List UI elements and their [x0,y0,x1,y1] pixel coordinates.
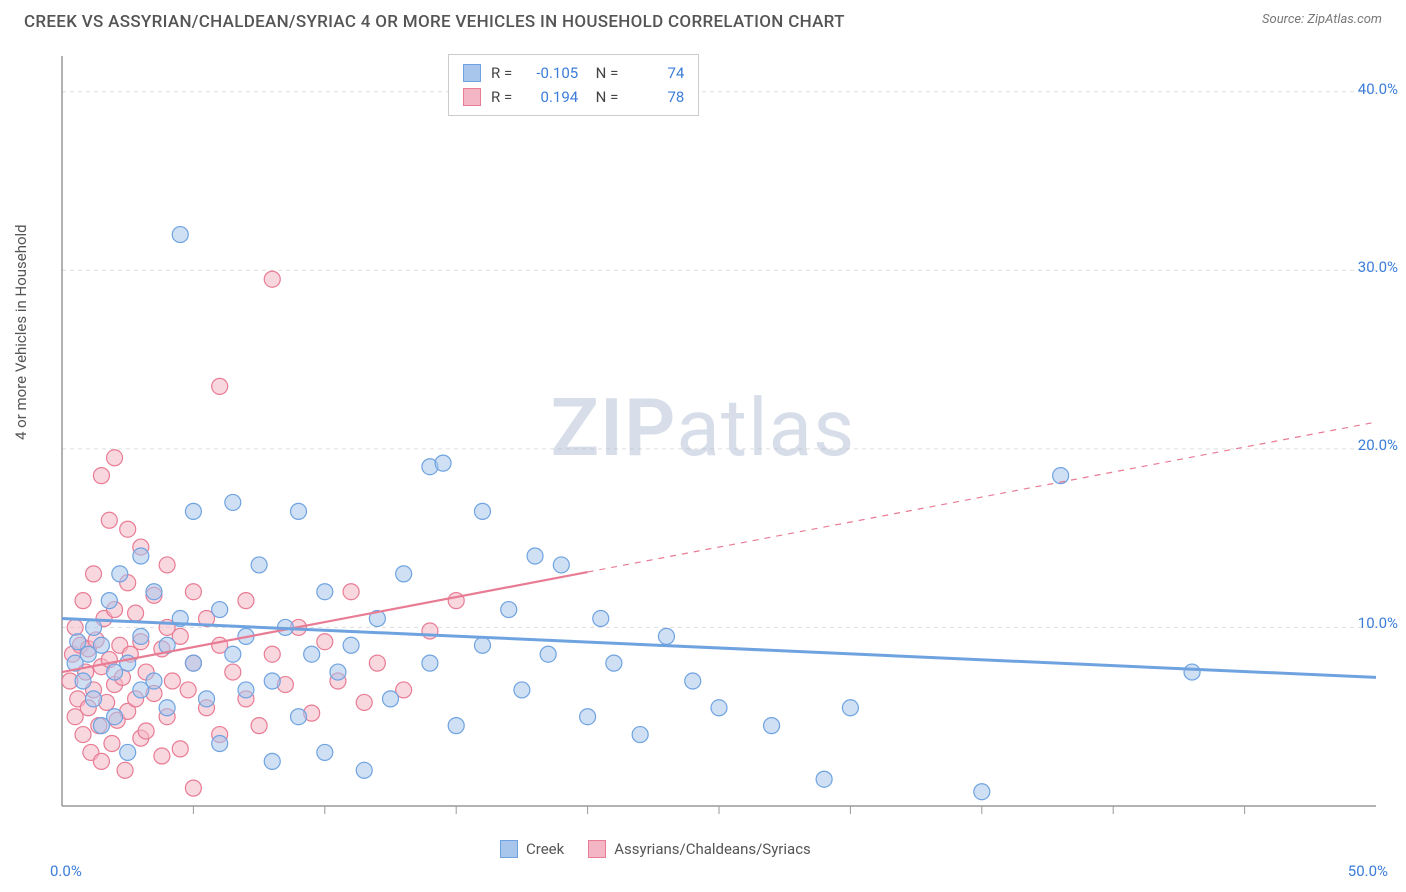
y-tick-40: 40.0% [1358,80,1398,98]
stat-r-label: R = [491,61,512,85]
legend-swatch-assyrian [588,840,606,858]
legend-label-assyrian: Assyrians/Chaldeans/Syriacs [614,840,811,858]
y-tick-10: 10.0% [1358,614,1398,632]
stat-n-value-assyrian: 78 [628,85,684,109]
stats-legend: R = -0.105 N = 74 R = 0.194 N = 78 [448,54,699,116]
swatch-creek [463,64,481,82]
chart-header: CREEK VS ASSYRIAN/CHALDEAN/SYRIAC 4 OR M… [0,0,1406,36]
stat-n-label: N = [588,85,618,109]
y-tick-30: 30.0% [1358,258,1398,276]
bottom-legend: Creek Assyrians/Chaldeans/Syriacs [500,840,811,858]
stat-r-value-assyrian: 0.194 [522,85,578,109]
stat-n-value-creek: 74 [628,61,684,85]
x-tick-50: 50.0% [1348,862,1388,880]
stat-r-label: R = [491,85,512,109]
scatter-chart [54,48,1384,828]
swatch-assyrian [463,88,481,106]
legend-item-assyrian: Assyrians/Chaldeans/Syriacs [588,840,811,858]
legend-item-creek: Creek [500,840,564,858]
scatter-svg [54,48,1384,828]
y-axis-label: 4 or more Vehicles in Household [12,224,30,440]
stat-r-value-creek: -0.105 [522,61,578,85]
legend-label-creek: Creek [526,840,564,858]
stats-row-creek: R = -0.105 N = 74 [463,61,684,85]
y-tick-20: 20.0% [1358,436,1398,454]
legend-swatch-creek [500,840,518,858]
x-tick-0: 0.0% [50,862,82,880]
chart-title: CREEK VS ASSYRIAN/CHALDEAN/SYRIAC 4 OR M… [24,12,845,32]
stats-row-assyrian: R = 0.194 N = 78 [463,85,684,109]
stat-n-label: N = [588,61,618,85]
source-attribution: Source: ZipAtlas.com [1262,12,1382,27]
